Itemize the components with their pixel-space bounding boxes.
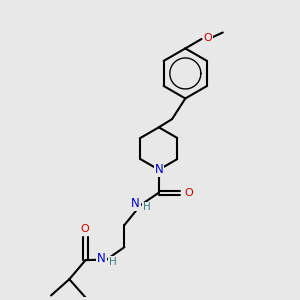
Text: O: O — [204, 32, 212, 43]
Text: H: H — [109, 257, 117, 267]
Text: N: N — [131, 197, 140, 210]
Text: N: N — [154, 163, 163, 176]
Text: O: O — [184, 188, 193, 198]
Text: O: O — [81, 224, 89, 234]
Text: N: N — [97, 252, 106, 265]
Text: H: H — [143, 202, 151, 212]
